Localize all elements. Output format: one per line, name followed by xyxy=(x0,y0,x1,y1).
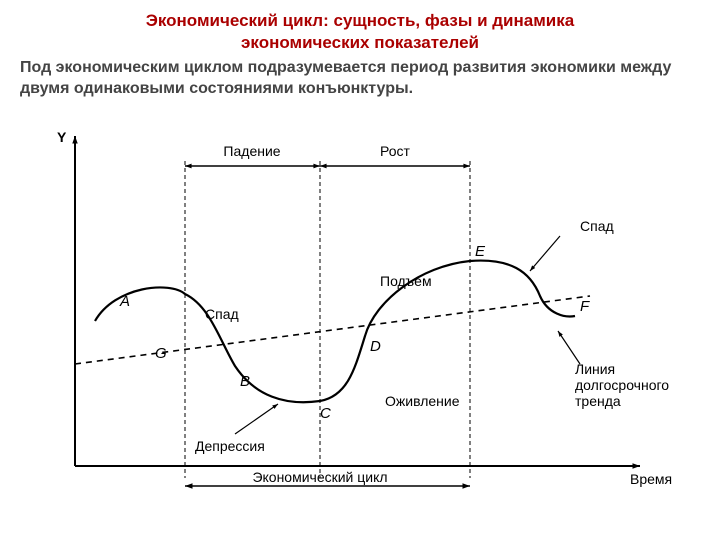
title-line2: экономических показателей xyxy=(241,33,479,52)
page-subtitle: Под экономическим циклом подразумевается… xyxy=(20,58,700,100)
cycle-span-label: Экономический цикл xyxy=(252,469,387,485)
callout-label: Депрессия xyxy=(195,438,265,454)
trend-line xyxy=(75,296,590,364)
point-label-B: B xyxy=(240,373,250,390)
title-line1: Экономический цикл: сущность, фазы и дин… xyxy=(146,11,574,30)
diagram-svg: Y Время Падение Рост A B C D E F G Спад Подъем Оживле… xyxy=(20,106,700,506)
callout-label: тренда xyxy=(575,393,621,409)
point-label-D: D xyxy=(370,338,381,355)
callout-label: Спад xyxy=(580,218,614,234)
economic-cycle-diagram: Y Время Падение Рост A B C D E F G Спад Подъем Оживле… xyxy=(20,106,700,511)
point-label-C: C xyxy=(320,405,331,422)
phase-label: Падение xyxy=(223,143,280,159)
callout-line xyxy=(235,404,278,434)
x-axis-label: Время xyxy=(630,471,672,487)
callout-label: долгосрочного xyxy=(575,377,669,393)
curve-label: Подъем xyxy=(380,273,432,289)
page-title: Экономический цикл: сущность, фазы и дин… xyxy=(20,10,700,54)
callout-line xyxy=(530,236,560,271)
y-axis-label: Y xyxy=(57,129,67,145)
callout-line xyxy=(558,331,580,364)
cycle-curve xyxy=(95,260,575,402)
point-label-F: F xyxy=(580,298,590,315)
callout-label: Линия xyxy=(575,361,615,377)
point-label-G: G xyxy=(155,345,167,362)
curve-label: Спад xyxy=(205,306,239,322)
point-label-A: A xyxy=(119,293,130,310)
curve-label: Оживление xyxy=(385,393,460,409)
phase-label: Рост xyxy=(380,143,411,159)
point-label-E: E xyxy=(475,243,486,260)
